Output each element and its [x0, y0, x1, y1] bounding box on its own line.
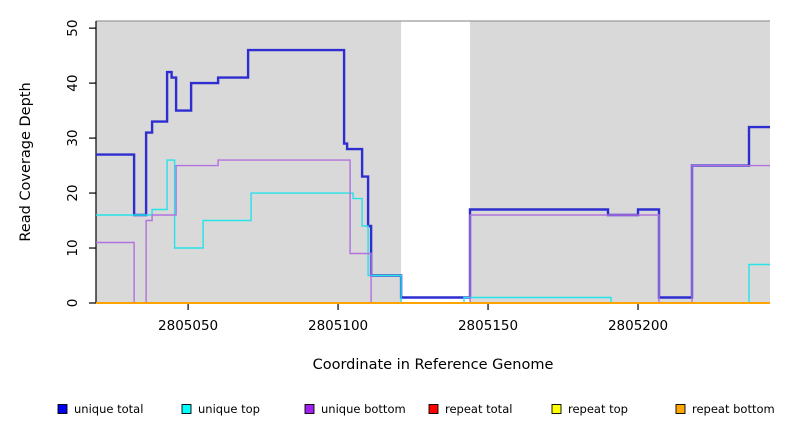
chart-dynamic-layer: 2805050 2805100 2805150 2805200 0 10 20 30 40 50 u… [57, 20, 775, 416]
legend-swatch-unique-bottom [304, 404, 315, 414]
legend-swatch-repeat-top [551, 404, 562, 414]
x-tick-label: 2805050 [158, 318, 218, 334]
series-unique-top [96, 159, 770, 304]
legend-swatch-repeat-bottom [675, 404, 686, 414]
legend-label-unique-total: unique total [74, 402, 143, 416]
y-tick-label: 30 [65, 129, 81, 146]
legend-label-unique-top: unique top [198, 402, 260, 416]
x-tick-label: 2805150 [458, 318, 518, 334]
x-axis-title: Coordinate in Reference Genome [313, 357, 554, 373]
legend-label-repeat-bottom: repeat bottom [692, 402, 775, 416]
legend-swatch-unique-total [57, 404, 68, 414]
series-unique-bottom [96, 159, 770, 304]
y-tick-label: 10 [65, 239, 81, 256]
y-tick-label: 20 [65, 184, 81, 201]
legend-label-repeat-total: repeat total [445, 402, 512, 416]
legend-swatch-repeat-total [428, 404, 439, 414]
legend-label-unique-bottom: unique bottom [321, 402, 406, 416]
y-axis-title: Read Coverage Depth [18, 82, 34, 241]
series-unique-total [96, 48, 770, 299]
y-tick-label: 50 [65, 20, 81, 37]
y-tick-label: 0 [65, 299, 81, 308]
x-tick-label: 2805100 [308, 318, 368, 334]
legend-swatch-unique-top [181, 404, 192, 414]
x-tick-label: 2805200 [608, 318, 668, 334]
legend-label-repeat-top: repeat top [568, 402, 628, 416]
shaded-region [470, 21, 770, 303]
y-tick-label: 40 [65, 75, 81, 92]
